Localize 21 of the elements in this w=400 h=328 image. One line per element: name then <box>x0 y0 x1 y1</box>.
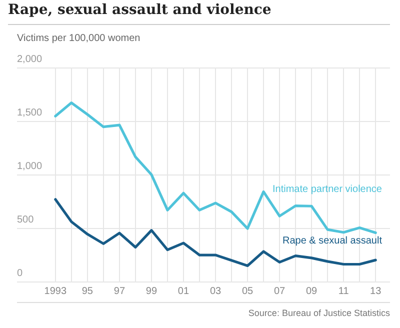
y-tick-label: 500 <box>17 214 34 226</box>
x-tick-label: 07 <box>274 286 286 297</box>
chart-title: Rape, sexual assault and violence <box>8 2 272 18</box>
x-tick-label: 09 <box>306 286 318 297</box>
series-label: Rape & sexual assault <box>282 236 382 247</box>
x-tick-label: 97 <box>114 286 126 297</box>
y-tick-label: 1,500 <box>17 107 42 118</box>
x-tick-label: 95 <box>82 286 94 297</box>
y-axis-title: Victims per 100,000 women <box>17 33 140 44</box>
y-tick-label: 1,000 <box>17 160 42 172</box>
y-tick-label: 0 <box>17 268 23 279</box>
x-tick-label: 01 <box>178 286 190 297</box>
x-tick-label: 11 <box>338 286 350 297</box>
x-tick-label: 1993 <box>44 286 67 297</box>
y-tick-label: 2,000 <box>17 54 42 65</box>
x-tick-label: 05 <box>242 286 254 297</box>
series-label: Intimate partner violence <box>272 184 382 195</box>
source-note: Source: Bureau of Justice Statistics <box>248 308 390 318</box>
x-tick-label: 99 <box>146 286 158 297</box>
x-tick-label: 13 <box>370 286 382 297</box>
x-tick-label: 03 <box>210 286 222 297</box>
